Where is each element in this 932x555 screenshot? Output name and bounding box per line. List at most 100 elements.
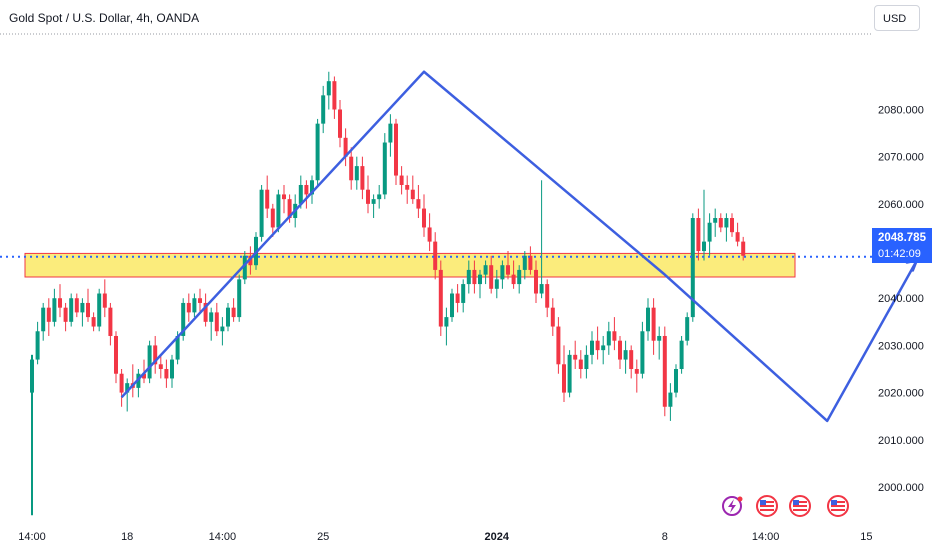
candle-body (164, 369, 169, 379)
candle-body (674, 369, 678, 393)
currency-button[interactable]: USD (874, 5, 920, 31)
candle-body (735, 232, 740, 242)
y-tick-label: 2080.000 (878, 104, 924, 116)
candle (203, 293, 208, 327)
candle (623, 340, 628, 374)
candle (433, 232, 438, 280)
candle-body (242, 255, 247, 280)
candle (405, 175, 410, 204)
candle (220, 317, 225, 346)
candle (679, 335, 684, 374)
candle-body (371, 199, 376, 204)
candle (394, 118, 398, 185)
candle-body (231, 307, 236, 318)
candle-body (58, 298, 62, 308)
candle (371, 194, 376, 219)
candle (606, 321, 611, 355)
candle-body (153, 345, 158, 365)
candle (601, 335, 606, 365)
candle (377, 184, 382, 209)
candle (270, 203, 275, 237)
candle-body (192, 298, 197, 313)
candle (651, 298, 656, 355)
candle (332, 76, 337, 119)
candle (326, 71, 331, 110)
candle-body (399, 175, 404, 185)
lightning-event-icon[interactable] (722, 496, 743, 516)
candle (735, 222, 740, 247)
candle (562, 345, 566, 403)
candle-body (741, 241, 746, 256)
candle (730, 213, 734, 237)
candle (612, 317, 617, 351)
candle (517, 265, 522, 294)
candle-body (360, 166, 365, 190)
candle-body (472, 269, 477, 285)
price-tag-countdown: 01:42:09 (878, 248, 921, 260)
candle-body (662, 335, 667, 407)
candle-body (606, 331, 611, 346)
us-flag-event-icon[interactable] (827, 495, 849, 517)
candle-body (114, 335, 118, 374)
x-tick-label: 18 (121, 531, 133, 543)
candle (315, 118, 320, 185)
candle-body (354, 166, 359, 181)
candle-body (97, 293, 102, 327)
candle (231, 298, 236, 322)
candle (472, 260, 477, 294)
candle-body (461, 284, 466, 303)
candle (489, 255, 494, 294)
candle (74, 293, 79, 318)
candle-body (91, 317, 96, 327)
candle-body (634, 369, 639, 374)
candle (422, 194, 426, 237)
candle-body (500, 265, 505, 280)
candle-body (438, 269, 443, 327)
candle-body (158, 364, 163, 370)
x-tick-label: 8 (662, 531, 668, 543)
candle-body (304, 184, 309, 195)
candle (102, 279, 107, 318)
candle-body (539, 284, 544, 294)
candle (382, 133, 387, 200)
candle (685, 312, 690, 346)
candle (595, 326, 600, 360)
candle-body (511, 274, 516, 285)
candle (41, 302, 46, 341)
candle-body (377, 194, 382, 200)
candle (556, 317, 561, 374)
candle-body (595, 340, 600, 351)
candle-body (69, 298, 74, 322)
candle (108, 302, 113, 346)
candle (130, 364, 135, 398)
candle-body (220, 326, 225, 332)
candle (86, 288, 90, 322)
candle (618, 335, 622, 370)
candle (237, 274, 242, 322)
candle (410, 175, 415, 204)
candle (534, 260, 538, 303)
candle (136, 369, 141, 398)
candle (349, 147, 354, 190)
candle (629, 345, 634, 379)
us-flag-event-icon[interactable] (756, 495, 778, 517)
candle-body (450, 293, 454, 318)
candle-body (517, 269, 522, 285)
candle-body (494, 279, 499, 289)
candle-body (343, 137, 348, 157)
candle-body (175, 335, 180, 360)
candle (265, 175, 270, 219)
us-flag-event-icon[interactable] (789, 495, 811, 517)
candle-body (455, 293, 460, 303)
candle (338, 100, 342, 148)
candle-body (612, 331, 617, 341)
candle-body (209, 312, 214, 322)
candle (550, 298, 555, 336)
candle-body (259, 189, 264, 237)
candle (640, 321, 645, 379)
candle (343, 128, 348, 167)
candle (478, 269, 482, 299)
candle-body (237, 279, 242, 318)
